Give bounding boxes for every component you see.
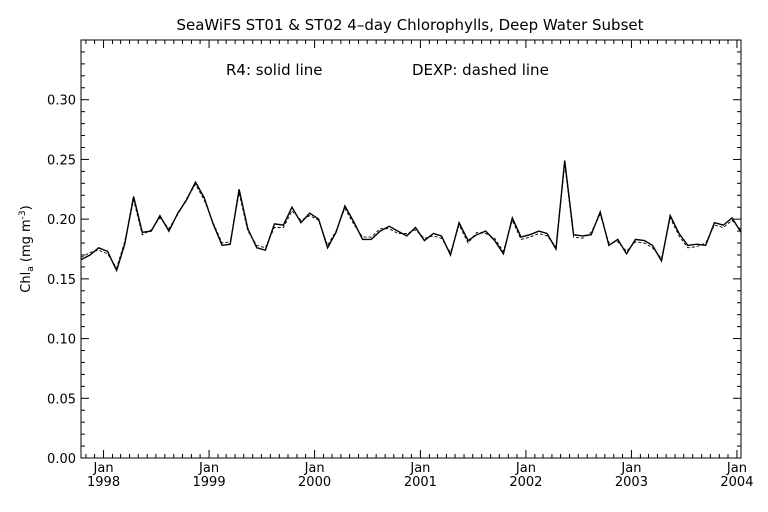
y-axis-label-unit: (mg m bbox=[19, 219, 34, 266]
x-tick-year: 2003 bbox=[615, 475, 648, 490]
x-tick-year: 2004 bbox=[720, 475, 753, 490]
x-tick-year: 1998 bbox=[87, 475, 120, 490]
x-tick-month: Jan bbox=[515, 461, 536, 476]
series-line-dexp bbox=[80, 164, 742, 270]
y-tick-label: 0.20 bbox=[47, 213, 76, 228]
legend-r4: R4: solid line bbox=[226, 61, 322, 79]
y-axis-label: Chla (mg m-3) bbox=[18, 205, 36, 292]
y-axis: 0.00 0.05 0.10 0.15 0.20 0.25 0.30 bbox=[47, 51, 741, 467]
x-tick-month: Jan bbox=[409, 461, 430, 476]
series-line-r4 bbox=[80, 160, 742, 273]
plot-frame bbox=[80, 39, 742, 459]
x-tick-year: 2002 bbox=[509, 475, 542, 490]
x-tick-year: 2001 bbox=[404, 475, 437, 490]
x-axis: Jan1998Jan1999Jan2000Jan2001Jan2002Jan20… bbox=[85, 40, 753, 490]
x-tick-month: Jan bbox=[620, 461, 641, 476]
y-tick-label: 0.30 bbox=[47, 94, 76, 109]
y-axis-label-sup: -3 bbox=[18, 210, 28, 219]
y-tick-label: 0.00 bbox=[47, 452, 76, 467]
x-tick-year: 2000 bbox=[298, 475, 331, 490]
y-tick-label: 0.15 bbox=[47, 273, 76, 288]
x-tick-month: Jan bbox=[198, 461, 219, 476]
y-tick-label: 0.05 bbox=[47, 392, 76, 407]
x-tick-month: Jan bbox=[304, 461, 325, 476]
y-axis-label-main: Chl bbox=[19, 272, 34, 293]
series-layer bbox=[80, 160, 742, 273]
x-tick-month: Jan bbox=[93, 461, 114, 476]
chart-title: SeaWiFS ST01 & ST02 4–day Chlorophylls, … bbox=[176, 16, 643, 34]
y-tick-label: 0.25 bbox=[47, 153, 76, 168]
x-tick-year: 1999 bbox=[193, 475, 226, 490]
x-tick-month: Jan bbox=[726, 461, 747, 476]
y-tick-label: 0.10 bbox=[47, 333, 76, 348]
y-axis-label-sub: a bbox=[26, 266, 36, 272]
y-axis-label-close: ) bbox=[19, 205, 34, 210]
legend-dexp: DEXP: dashed line bbox=[412, 61, 549, 79]
